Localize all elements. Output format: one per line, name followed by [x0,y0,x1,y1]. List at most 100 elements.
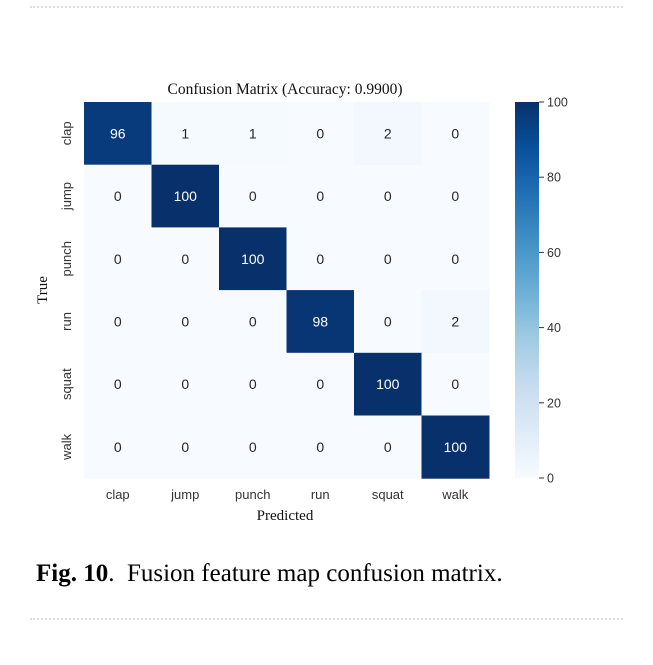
figure-caption: Fig. 10. Fusion feature map confusion ma… [36,560,503,588]
cell-value-label: 0 [384,251,392,267]
colorbar-tick-label: 40 [547,321,561,335]
heatmap-cell [421,164,490,228]
cell-value-label: 0 [181,313,189,329]
heatmap-cell [286,102,355,166]
heatmap-cell [286,415,355,479]
heatmap-cell [84,352,152,416]
cell-value-label: 0 [249,313,257,329]
cell-value-label: 0 [316,376,324,392]
cell-value-label: 0 [316,439,324,455]
cell-value-label: 0 [316,125,324,141]
x-axis-tick-labels: clap jump punch run squat walk [106,487,469,502]
cell-value-label: 98 [312,313,328,329]
cell-value-label: 1 [181,125,189,141]
colorbar-tick-label: 60 [547,246,561,260]
x-axis-label: Predicted [257,508,314,524]
cell-value-label: 0 [114,439,122,455]
cell-value-label: 0 [114,251,122,267]
cell-value-label: 0 [384,313,392,329]
figure-label-separator: . [108,560,115,587]
figure-label: Fig. 10 [36,560,109,587]
cell-value-label: 0 [249,188,257,204]
heatmap-cell [219,164,287,228]
cell-value-label: 0 [114,313,122,329]
cell-value-label: 0 [249,376,257,392]
y-axis-tick-labels: clap jump punch run squat walk [59,121,74,460]
colorbar-ticks: 0 20 40 60 80 100 [539,96,568,486]
x-tick-label: clap [106,487,130,502]
heatmap-cell [219,352,287,416]
heatmap-cell [84,102,152,166]
figure-caption-text: Fusion feature map confusion matrix. [126,560,503,587]
heatmap-cell [84,290,152,354]
cell-value-label: 0 [249,439,257,455]
y-tick-label: walk [59,433,74,461]
heatmap-cell [219,227,287,291]
cell-value-label: 100 [174,188,198,204]
cell-value-label: 2 [384,125,392,141]
cell-value-label: 0 [451,376,459,392]
x-tick-label: punch [235,487,270,502]
heatmap-cell [286,290,355,354]
cell-value-label: 0 [316,251,324,267]
cell-value-label: 0 [181,251,189,267]
colorbar [515,102,539,478]
y-tick-label: run [59,312,74,331]
cell-value-label: 0 [451,188,459,204]
colorbar-tick-label: 80 [547,171,561,185]
cell-value-label: 100 [241,251,265,267]
heatmap-cell [84,227,152,291]
heatmap-cell [354,227,422,291]
bottom-dotted-divider [30,618,623,620]
heatmap-cell [219,290,287,354]
x-tick-label: jump [170,487,199,502]
chart-title: Confusion Matrix (Accuracy: 0.9900) [167,81,402,98]
heatmap-cell [354,102,422,166]
colorbar-tick-label: 0 [547,472,554,486]
x-tick-label: run [311,487,330,502]
heatmap-cell [286,352,355,416]
top-dotted-divider [30,6,623,8]
heatmap-cell [151,352,220,416]
heatmap-cell [151,164,220,228]
colorbar-tick-label: 100 [547,96,568,110]
y-tick-label: squat [59,368,74,400]
cell-value-label: 0 [114,376,122,392]
confusion-matrix-chart: Confusion Matrix (Accuracy: 0.9900) 96 1 1… [35,81,568,524]
cell-value-label: 0 [181,439,189,455]
heatmap-cell [354,290,422,354]
heatmap-cell [219,415,287,479]
heatmap-cell [151,290,220,354]
heatmap-cell [354,352,422,416]
cell-value-label: 0 [316,188,324,204]
heatmap-cell [84,164,152,228]
heatmap-cell [421,415,490,479]
y-tick-label: clap [59,121,74,145]
cell-value-label: 0 [384,188,392,204]
cell-value-label: 96 [110,125,126,141]
y-axis-label: True [35,276,51,304]
heatmap-cell [286,227,355,291]
cell-value-label: 100 [444,439,468,455]
colorbar-tick-label: 20 [547,396,561,410]
heatmap-cell [421,352,490,416]
heatmap-cell [151,102,220,166]
x-tick-label: walk [441,487,469,502]
heatmap-cells [84,102,490,479]
heatmap-cell [421,290,490,354]
heatmap-cell [84,415,152,479]
cell-value-label: 1 [249,125,257,141]
y-tick-label: punch [59,241,74,276]
heatmap-cell [219,102,287,166]
heatmap-cell [421,227,490,291]
y-tick-label: jump [59,182,74,211]
cell-value-label: 100 [376,376,400,392]
x-tick-label: squat [372,487,404,502]
cell-value-label: 0 [451,125,459,141]
heatmap-cell-labels: 96 1 1 0 2 0 0 100 0 0 0 0 0 0 100 0 0 0 0 0 0 98 0 2 0 0 0 0 100 0 0 0… [110,125,467,455]
heatmap-cell [421,102,490,166]
heatmap-cell [151,227,220,291]
heatmap-cell [151,415,220,479]
heatmap-cell [286,164,355,228]
cell-value-label: 0 [451,251,459,267]
